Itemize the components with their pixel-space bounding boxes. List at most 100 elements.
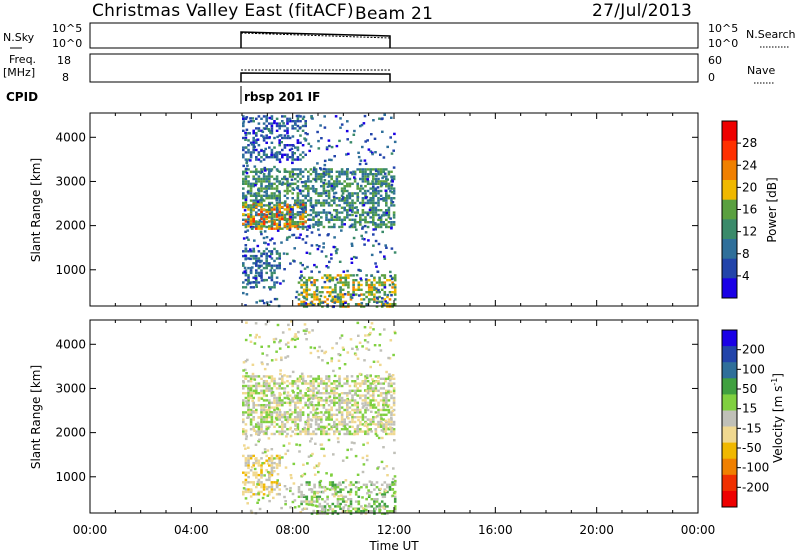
heatmap-cell [286, 187, 289, 190]
heatmap-cell [268, 485, 271, 489]
heatmap-cell [352, 507, 355, 510]
heatmap-cell [369, 406, 372, 409]
heatmap-cell [307, 425, 310, 428]
heatmap-cell [266, 462, 270, 465]
heatmap-cell [320, 420, 323, 424]
heatmap-cell [291, 492, 295, 496]
heatmap-cell [354, 481, 358, 484]
heatmap-cell [275, 122, 279, 125]
heatmap-cell [249, 159, 252, 162]
heatmap-cell [252, 481, 255, 484]
heatmap-cell [272, 496, 275, 500]
heatmap-cell [346, 380, 349, 383]
heatmap-cell [265, 127, 268, 130]
heatmap-cell [343, 201, 346, 205]
heatmap-cell [265, 478, 268, 482]
heatmap-cell [278, 408, 281, 412]
heatmap-cell [288, 182, 292, 185]
heatmap-cell [370, 283, 374, 287]
heatmap-cell [307, 416, 310, 419]
heatmap-cell [265, 469, 268, 472]
heatmap-cell [308, 279, 311, 282]
heatmap-cell [323, 163, 327, 167]
heatmap-cell [321, 301, 325, 304]
heatmap-cell [255, 227, 258, 230]
heatmap-cell [278, 482, 281, 485]
heatmap-cell [363, 238, 366, 241]
heatmap-cell [367, 283, 371, 287]
heatmap-cell [250, 466, 254, 469]
heatmap-cell [251, 399, 254, 403]
colorbar-segment [722, 394, 737, 411]
heatmap-cell [357, 488, 361, 491]
heatmap-cell [247, 471, 250, 474]
heatmap-cell [291, 124, 294, 128]
heatmap-cell [266, 470, 270, 474]
heatmap-cell [257, 201, 261, 205]
heatmap-cell [296, 129, 300, 132]
heatmap-cell [351, 194, 354, 197]
heatmap-cell [301, 124, 305, 128]
colorbar-segment [722, 442, 737, 460]
heatmap-cell [351, 418, 354, 421]
heatmap-cell [358, 341, 362, 344]
heatmap-cell [346, 432, 349, 436]
heatmap-cell [359, 396, 362, 400]
heatmap-cell [265, 264, 268, 267]
freq-tick-top: 18 [57, 54, 71, 67]
heatmap-cell [379, 363, 382, 367]
heatmap-cell [380, 505, 384, 508]
heatmap-cell [384, 380, 387, 383]
heatmap-cell [262, 461, 266, 465]
heatmap-cell [359, 389, 362, 392]
heatmap-cell [393, 303, 397, 306]
heatmap-cell [357, 151, 360, 154]
heatmap-cell [265, 221, 268, 224]
heatmap-cell [326, 502, 329, 506]
heatmap-cell [275, 404, 279, 407]
heatmap-cell [379, 349, 383, 352]
heatmap-cell [257, 271, 261, 275]
heatmap-cell [300, 372, 304, 375]
heatmap-cell [283, 194, 287, 197]
heatmap-cell [363, 224, 367, 228]
heatmap-cell [364, 221, 367, 224]
heatmap-cell [372, 416, 375, 419]
heatmap-cell [336, 498, 340, 501]
heatmap-cell [392, 166, 396, 169]
heatmap-cell [366, 425, 369, 428]
heatmap-cell [377, 182, 380, 185]
heatmap-cell [255, 197, 258, 200]
heatmap-cell [382, 221, 385, 224]
heatmap-cell [386, 490, 389, 494]
heatmap-cell [297, 495, 301, 498]
heatmap-cell [325, 389, 328, 392]
heatmap-cell [365, 274, 368, 277]
heatmap-cell [249, 153, 253, 156]
heatmap-cell [349, 500, 353, 503]
heatmap-cell [305, 295, 309, 299]
heatmap-cell [382, 211, 385, 214]
heatmap-cell [291, 187, 295, 190]
heatmap-cell [258, 299, 262, 303]
heatmap-cell [290, 320, 293, 323]
heatmap-cell [249, 408, 253, 412]
heatmap-cell [385, 182, 388, 185]
heatmap-cell [374, 375, 378, 378]
heatmap-cell [257, 498, 261, 502]
heatmap-cell [278, 254, 281, 258]
heatmap-cell [242, 281, 245, 284]
heatmap-cell [260, 483, 263, 486]
heatmap-cell [296, 401, 300, 404]
heatmap-cell [305, 507, 309, 510]
heatmap-cell [320, 204, 323, 207]
x-tick-label: 20:00 [579, 523, 614, 537]
heatmap-cell [245, 372, 248, 375]
heatmap-cell [288, 418, 292, 421]
heatmap-cell [309, 432, 313, 436]
heatmap-cell [392, 175, 396, 178]
heatmap-cell [296, 139, 300, 142]
heatmap-cell [262, 408, 266, 412]
heatmap-cell [265, 156, 268, 159]
heatmap-cell [252, 204, 256, 207]
